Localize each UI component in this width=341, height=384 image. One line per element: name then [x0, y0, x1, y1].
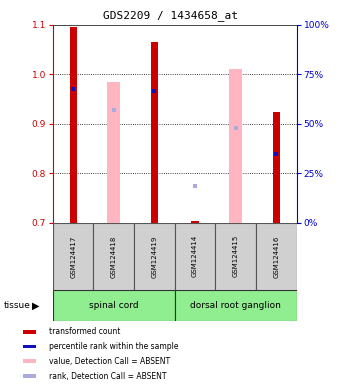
Text: GSM124418: GSM124418 — [111, 235, 117, 278]
Bar — [24, 374, 36, 378]
Text: GDS2209 / 1434658_at: GDS2209 / 1434658_at — [103, 10, 238, 21]
Text: transformed count: transformed count — [49, 327, 120, 336]
Text: GSM124419: GSM124419 — [151, 235, 158, 278]
Bar — [107, 82, 120, 223]
Bar — [53, 290, 175, 321]
Bar — [53, 223, 93, 290]
Text: GSM124417: GSM124417 — [70, 235, 76, 278]
Bar — [93, 223, 134, 290]
Text: ▶: ▶ — [32, 300, 40, 310]
Text: rank, Detection Call = ABSENT: rank, Detection Call = ABSENT — [49, 372, 167, 381]
Bar — [134, 223, 175, 290]
Text: value, Detection Call = ABSENT: value, Detection Call = ABSENT — [49, 357, 170, 366]
Text: spinal cord: spinal cord — [89, 301, 139, 310]
Bar — [24, 344, 36, 348]
Bar — [191, 221, 199, 223]
Bar — [151, 42, 158, 223]
Text: GSM124414: GSM124414 — [192, 235, 198, 278]
Bar — [24, 330, 36, 334]
Bar — [216, 223, 256, 290]
Bar — [24, 359, 36, 363]
Bar — [175, 290, 297, 321]
Bar — [175, 223, 216, 290]
Text: dorsal root ganglion: dorsal root ganglion — [190, 301, 281, 310]
Bar — [229, 70, 242, 223]
Bar — [256, 223, 297, 290]
Text: percentile rank within the sample: percentile rank within the sample — [49, 342, 179, 351]
Text: GSM124416: GSM124416 — [273, 235, 279, 278]
Text: GSM124415: GSM124415 — [233, 235, 239, 278]
Text: tissue: tissue — [3, 301, 30, 310]
Bar — [273, 113, 280, 223]
Bar — [70, 27, 77, 223]
